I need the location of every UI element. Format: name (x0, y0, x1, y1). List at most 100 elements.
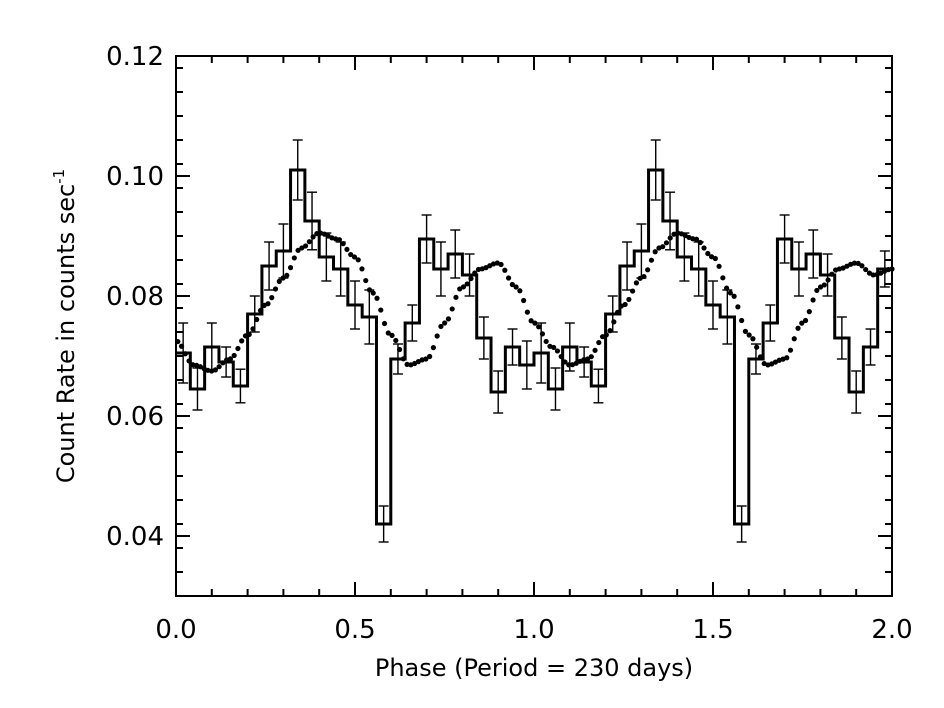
model-dot (712, 255, 718, 262)
error-bars (178, 139, 890, 543)
model-dot (663, 240, 670, 246)
x-tick-label: 0.5 (334, 615, 375, 645)
model-dot (596, 339, 602, 346)
model-dot (374, 295, 380, 301)
model-dot (460, 284, 467, 290)
y-axis-title-text: Count Rate in counts sec (52, 184, 80, 483)
model-dot (731, 293, 737, 299)
model-dot (427, 353, 433, 360)
model-dot (622, 301, 628, 308)
model-dot (295, 247, 301, 253)
model-dot (626, 296, 632, 303)
model-dot (505, 275, 512, 281)
model-dot (276, 278, 282, 284)
model-dot (648, 257, 655, 263)
x-tick-labels: 0.0 0.5 1.0 1.5 2.0 (155, 615, 912, 645)
model-dot (517, 288, 523, 294)
model-dot (739, 317, 745, 324)
model-dot (306, 239, 312, 245)
y-tick-label: 0.08 (106, 282, 164, 312)
model-dot (239, 338, 245, 344)
model-dot (855, 260, 861, 266)
model-dot (498, 261, 504, 268)
model-dot (693, 236, 700, 242)
model-dot (870, 272, 876, 278)
model-dot (701, 245, 707, 251)
model-dot (532, 320, 538, 326)
model-dot (821, 282, 827, 288)
model-dot (284, 272, 290, 279)
model-dot (660, 244, 666, 250)
y-tick-labels: 0.04 0.06 0.08 0.10 0.12 (106, 42, 164, 552)
model-dot (863, 266, 869, 273)
model-dot (799, 320, 805, 326)
model-dot (727, 290, 733, 296)
y-tick-label: 0.06 (106, 402, 164, 432)
model-dot (750, 336, 756, 342)
model-dot (735, 304, 741, 310)
model-dot (453, 294, 459, 300)
model-dot (536, 324, 542, 330)
model-dot (754, 344, 760, 350)
model-dot (272, 286, 279, 292)
model-dot (235, 345, 241, 352)
model-dot (592, 347, 598, 353)
model-dot (464, 281, 470, 287)
model-dot (385, 330, 391, 336)
y-tick-label: 0.12 (106, 42, 164, 72)
x-tick-label: 1.0 (513, 615, 554, 645)
model-dot (645, 267, 651, 273)
model-dot (449, 306, 455, 312)
model-dot (802, 317, 809, 324)
model-dot (705, 250, 711, 257)
model-dot (633, 280, 639, 286)
model-dot (445, 316, 452, 322)
model-dot (551, 344, 557, 351)
model-dot (543, 338, 549, 345)
model-dot (810, 297, 816, 303)
model-dot (588, 354, 594, 360)
model-dot (630, 288, 636, 294)
model-dot (528, 318, 534, 324)
x-axis-title: Phase (Period = 230 days) (375, 654, 693, 682)
model-dot (859, 263, 865, 269)
model-dot (442, 320, 448, 326)
model-dot (784, 355, 790, 361)
y-axis-title-group: Count Rate in counts sec-1 (50, 169, 80, 483)
model-dot (404, 361, 410, 368)
model-dot (652, 249, 658, 255)
model-dot (269, 295, 275, 301)
axis-ticks (175, 55, 893, 597)
model-dot (381, 320, 388, 327)
y-axis-title-superscript: -1 (50, 169, 68, 184)
model-dot (336, 237, 343, 243)
model-dot (363, 277, 369, 284)
model-dot (423, 356, 429, 362)
y-tick-label: 0.04 (106, 522, 164, 552)
model-dot (370, 290, 376, 296)
count-rate-histogram (176, 168, 892, 526)
model-dot (795, 325, 801, 331)
model-dot (227, 356, 234, 362)
model-dot (746, 332, 752, 338)
model-dot (584, 356, 591, 362)
y-tick-label: 0.10 (106, 162, 164, 192)
model-dot (851, 260, 858, 266)
model-dot (513, 284, 519, 290)
model-dot (791, 336, 797, 342)
model-dot (742, 328, 748, 334)
model-dot (611, 319, 617, 325)
model-dot (231, 352, 237, 359)
model-dot (434, 333, 440, 339)
x-tick-label: 0.0 (155, 615, 196, 645)
plot-frame (175, 55, 893, 597)
model-dot (389, 332, 395, 338)
x-tick-label: 1.5 (692, 615, 733, 645)
model-dot (351, 254, 358, 260)
model-dot (509, 281, 515, 288)
y-axis-title: Count Rate in counts sec-1 (50, 169, 80, 483)
model-dot (378, 307, 384, 313)
model-dot (344, 246, 350, 253)
model-dot (359, 266, 365, 272)
x-tick-label: 2.0 (871, 615, 912, 645)
